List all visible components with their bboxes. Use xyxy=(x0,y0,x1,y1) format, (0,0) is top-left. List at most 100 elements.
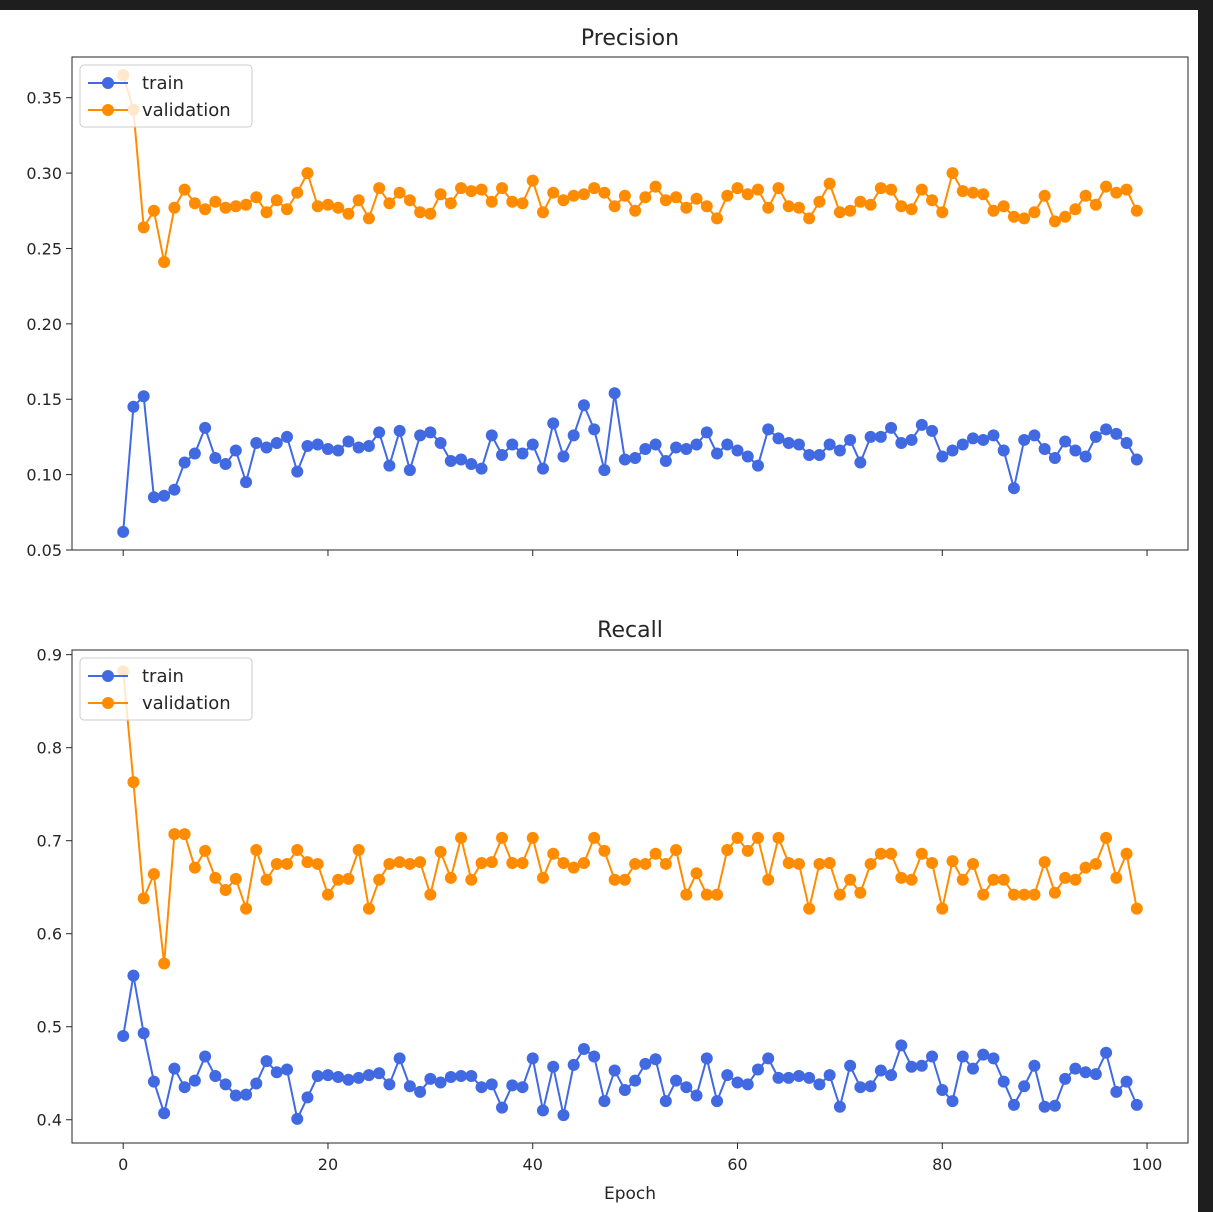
data-point-train xyxy=(1048,1099,1061,1112)
data-point-train xyxy=(557,1109,570,1122)
data-point-validation xyxy=(260,873,273,886)
data-point-train xyxy=(588,423,601,436)
data-point-validation xyxy=(434,845,447,858)
data-point-train xyxy=(301,1091,314,1104)
data-point-validation xyxy=(311,200,324,213)
data-point-validation xyxy=(1028,888,1041,901)
data-point-train xyxy=(864,1080,877,1093)
data-point-train xyxy=(506,1079,519,1092)
data-point-train xyxy=(526,438,539,451)
data-point-train xyxy=(895,1039,908,1052)
data-point-validation xyxy=(362,212,375,225)
data-point-train xyxy=(444,1070,457,1083)
y-tick-label: 0.9 xyxy=(37,646,62,665)
data-point-train xyxy=(1110,1085,1123,1098)
data-point-validation xyxy=(874,182,887,195)
data-point-train xyxy=(997,1075,1010,1088)
data-point-train xyxy=(874,1064,887,1077)
data-point-train xyxy=(311,438,324,451)
data-point-train xyxy=(1069,1062,1082,1075)
data-point-train xyxy=(506,438,519,451)
data-point-train xyxy=(536,1104,549,1117)
legend-marker-train xyxy=(102,670,114,682)
data-point-validation xyxy=(547,186,560,199)
data-point-train xyxy=(926,1050,939,1063)
data-point-validation xyxy=(342,872,355,885)
data-point-validation xyxy=(751,831,764,844)
data-point-validation xyxy=(506,195,519,208)
data-point-validation xyxy=(874,847,887,860)
data-point-train xyxy=(895,436,908,449)
data-point-train xyxy=(209,452,222,465)
data-point-train xyxy=(424,426,437,439)
data-point-validation xyxy=(987,204,1000,217)
data-point-validation xyxy=(639,191,652,204)
data-point-train xyxy=(762,1052,775,1065)
data-point-validation xyxy=(629,204,642,217)
data-point-train xyxy=(833,444,846,457)
data-point-validation xyxy=(516,197,529,210)
data-point-validation xyxy=(885,183,898,196)
data-point-validation xyxy=(373,873,386,886)
data-point-train xyxy=(946,444,959,457)
data-point-train xyxy=(403,1080,416,1093)
data-point-train xyxy=(260,1055,273,1068)
data-point-train xyxy=(557,450,570,463)
data-point-train xyxy=(608,387,621,400)
data-point-train xyxy=(721,1069,734,1082)
data-point-validation xyxy=(424,888,437,901)
data-point-train xyxy=(598,464,611,477)
data-point-train xyxy=(1028,429,1041,442)
data-point-train xyxy=(670,441,683,454)
data-point-validation xyxy=(915,183,928,196)
data-point-validation xyxy=(465,185,478,198)
data-point-train xyxy=(741,450,754,463)
data-point-train xyxy=(199,1050,212,1063)
data-point-validation xyxy=(270,194,283,207)
data-point-train xyxy=(455,1070,468,1083)
data-point-train xyxy=(803,449,816,462)
data-point-validation xyxy=(936,206,949,219)
data-point-train xyxy=(158,1107,171,1120)
figure: Precision 0.05 0.10 0.15 0.20 0.25 0.30 0.35 tra… xyxy=(0,10,1198,1212)
data-point-train xyxy=(229,444,242,457)
data-point-train xyxy=(219,458,232,471)
data-point-validation xyxy=(598,186,611,199)
data-point-train xyxy=(199,421,212,434)
data-point-validation xyxy=(854,886,867,899)
data-point-validation xyxy=(997,200,1010,213)
data-point-train xyxy=(137,1027,150,1040)
data-point-validation xyxy=(864,857,877,870)
data-point-train xyxy=(352,1071,365,1084)
legend-label-validation: validation xyxy=(142,100,231,121)
data-point-validation xyxy=(618,873,631,886)
data-point-train xyxy=(424,1072,437,1085)
data-point-validation xyxy=(905,873,918,886)
data-point-train xyxy=(1038,1100,1051,1113)
data-point-train xyxy=(1007,1098,1020,1111)
data-point-validation xyxy=(629,857,642,870)
data-point-validation xyxy=(373,182,386,195)
data-point-train xyxy=(567,1058,580,1071)
data-point-validation xyxy=(659,194,672,207)
data-point-train xyxy=(250,436,263,449)
data-point-validation xyxy=(1110,186,1123,199)
data-point-train xyxy=(905,433,918,446)
data-point-validation xyxy=(240,902,253,915)
data-point-train xyxy=(321,1069,334,1082)
chart-title: Precision xyxy=(581,26,679,51)
data-point-train xyxy=(977,1048,990,1061)
data-point-validation xyxy=(403,194,416,207)
data-point-train xyxy=(629,452,642,465)
data-point-train xyxy=(1069,444,1082,457)
data-point-validation xyxy=(731,182,744,195)
y-tick-label: 0.05 xyxy=(26,541,62,560)
data-point-train xyxy=(700,1052,713,1065)
data-point-train xyxy=(946,1095,959,1108)
data-point-train xyxy=(1028,1059,1041,1072)
data-point-validation xyxy=(168,828,181,841)
data-point-train xyxy=(188,447,201,460)
data-point-train xyxy=(158,489,171,502)
series-line-validation xyxy=(122,671,1138,965)
data-point-validation xyxy=(260,206,273,219)
